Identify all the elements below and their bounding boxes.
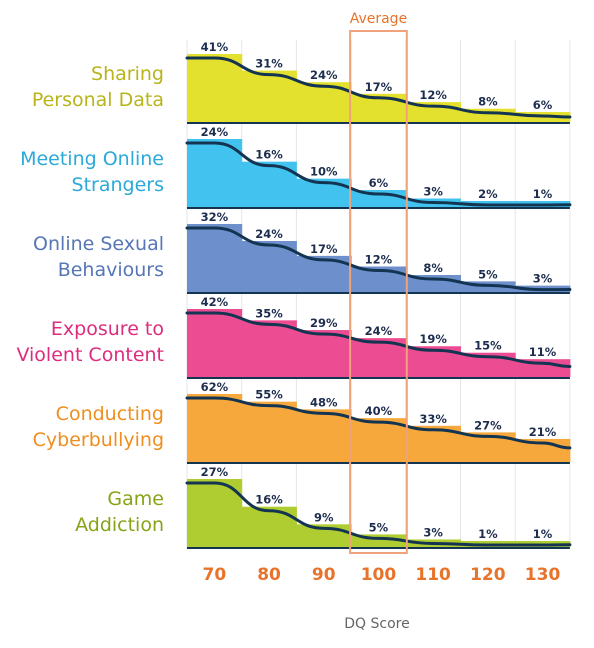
row-label: Violent Content: [16, 344, 164, 366]
data-label: 19%: [419, 332, 447, 346]
bar: [187, 54, 243, 122]
bar: [241, 506, 297, 547]
data-label: 40%: [365, 404, 393, 418]
risk-rows: 41% 31% 24% 17% 12% 8% 6% Sharing Personal Data 2…: [16, 40, 572, 549]
row-label: Meeting Online: [20, 148, 164, 170]
data-label: 11%: [529, 345, 557, 359]
data-label: 10%: [310, 165, 338, 179]
data-label: 17%: [365, 80, 393, 94]
x-tick-label: 100: [361, 565, 397, 585]
data-label: 5%: [369, 520, 389, 534]
average-label: Average: [350, 11, 408, 27]
data-label: 12%: [365, 253, 393, 267]
row-sharing-personal-data: 41% 31% 24% 17% 12% 8% 6% Sharing Personal Data: [32, 40, 572, 124]
x-axis-title: DQ Score: [344, 616, 409, 632]
average-box: [349, 30, 408, 554]
data-label: 32%: [201, 210, 229, 224]
bar: [241, 401, 297, 462]
data-label: 42%: [201, 295, 229, 309]
row-label: Strangers: [72, 174, 164, 196]
data-label: 3%: [423, 525, 443, 539]
trend-curve: [185, 226, 572, 292]
trend-curve: [185, 481, 572, 547]
data-label: 31%: [255, 57, 283, 71]
average-highlight: Average: [349, 11, 408, 554]
bar: [296, 330, 352, 377]
data-label: 1%: [478, 527, 498, 541]
data-label: 29%: [310, 316, 338, 330]
row-label: Exposure to: [51, 318, 164, 340]
data-label: 55%: [255, 388, 283, 402]
row-game-addiction: 27% 16% 9% 5% 3% 1% 1% Game Addiction: [75, 465, 572, 549]
row-meeting-online-strangers: 24% 16% 10% 6% 3% 2% 1% Meeting Online Strangers: [20, 125, 572, 209]
data-label: 3%: [423, 185, 443, 199]
row-label: Game: [107, 488, 164, 510]
x-tick-label: 110: [415, 565, 451, 585]
row-conducting-cyberbullying: 62% 55% 48% 40% 33% 27% 21% Conducting Cyberbull…: [33, 380, 572, 464]
bar: [187, 139, 243, 207]
data-label: 24%: [255, 227, 283, 241]
bar: [241, 70, 297, 122]
row-online-sexual-behaviours: 32% 24% 17% 12% 8% 5% 3% Online Sexual Behaviour…: [33, 210, 572, 294]
row-label: Online Sexual: [33, 233, 164, 255]
data-label: 9%: [314, 510, 334, 524]
bar: [187, 224, 243, 292]
bar: [187, 309, 243, 377]
data-label: 16%: [255, 493, 283, 507]
x-tick-label: 130: [525, 565, 561, 585]
x-tick-label: 90: [312, 565, 336, 585]
data-label: 1%: [533, 187, 553, 201]
data-label: 24%: [365, 324, 393, 338]
bar: [296, 409, 352, 462]
data-label: 48%: [310, 395, 338, 409]
data-label: 1%: [533, 527, 553, 541]
data-label: 3%: [533, 272, 553, 286]
x-axis: 70 80 90 100 110 120 130: [203, 565, 561, 585]
trend-curve: [185, 141, 572, 207]
row-label: Conducting: [56, 403, 164, 425]
data-label: 15%: [474, 339, 502, 353]
x-tick-label: 120: [470, 565, 506, 585]
data-label: 17%: [310, 242, 338, 256]
data-label: 24%: [310, 68, 338, 82]
data-label: 6%: [369, 176, 389, 190]
data-label: 27%: [474, 418, 502, 432]
bar: [241, 320, 297, 377]
data-label: 24%: [201, 125, 229, 139]
row-label: Behaviours: [58, 259, 164, 281]
trend-curve: [185, 56, 572, 119]
data-label: 8%: [478, 95, 498, 109]
data-label: 12%: [419, 88, 447, 102]
data-label: 5%: [478, 267, 498, 281]
data-label: 21%: [529, 425, 557, 439]
data-label: 6%: [533, 98, 553, 112]
row-exposure-to-violent-content: 42% 35% 29% 24% 19% 15% 11% Exposure to Violent …: [16, 295, 572, 379]
data-label: 16%: [255, 148, 283, 162]
row-label: Personal Data: [32, 89, 164, 111]
trend-curve: [185, 396, 572, 450]
data-label: 62%: [201, 380, 229, 394]
data-label: 33%: [419, 412, 447, 426]
row-label: Cyberbullying: [33, 429, 164, 451]
row-label: Sharing: [91, 63, 164, 85]
data-label: 41%: [201, 40, 229, 54]
trend-curve: [185, 311, 572, 369]
bar: [187, 394, 243, 462]
row-label: Addiction: [75, 514, 164, 536]
x-tick-label: 70: [203, 565, 227, 585]
data-label: 35%: [255, 306, 283, 320]
data-label: 27%: [201, 465, 229, 479]
data-label: 8%: [423, 261, 443, 275]
data-label: 2%: [478, 187, 498, 201]
x-tick-label: 80: [257, 565, 281, 585]
